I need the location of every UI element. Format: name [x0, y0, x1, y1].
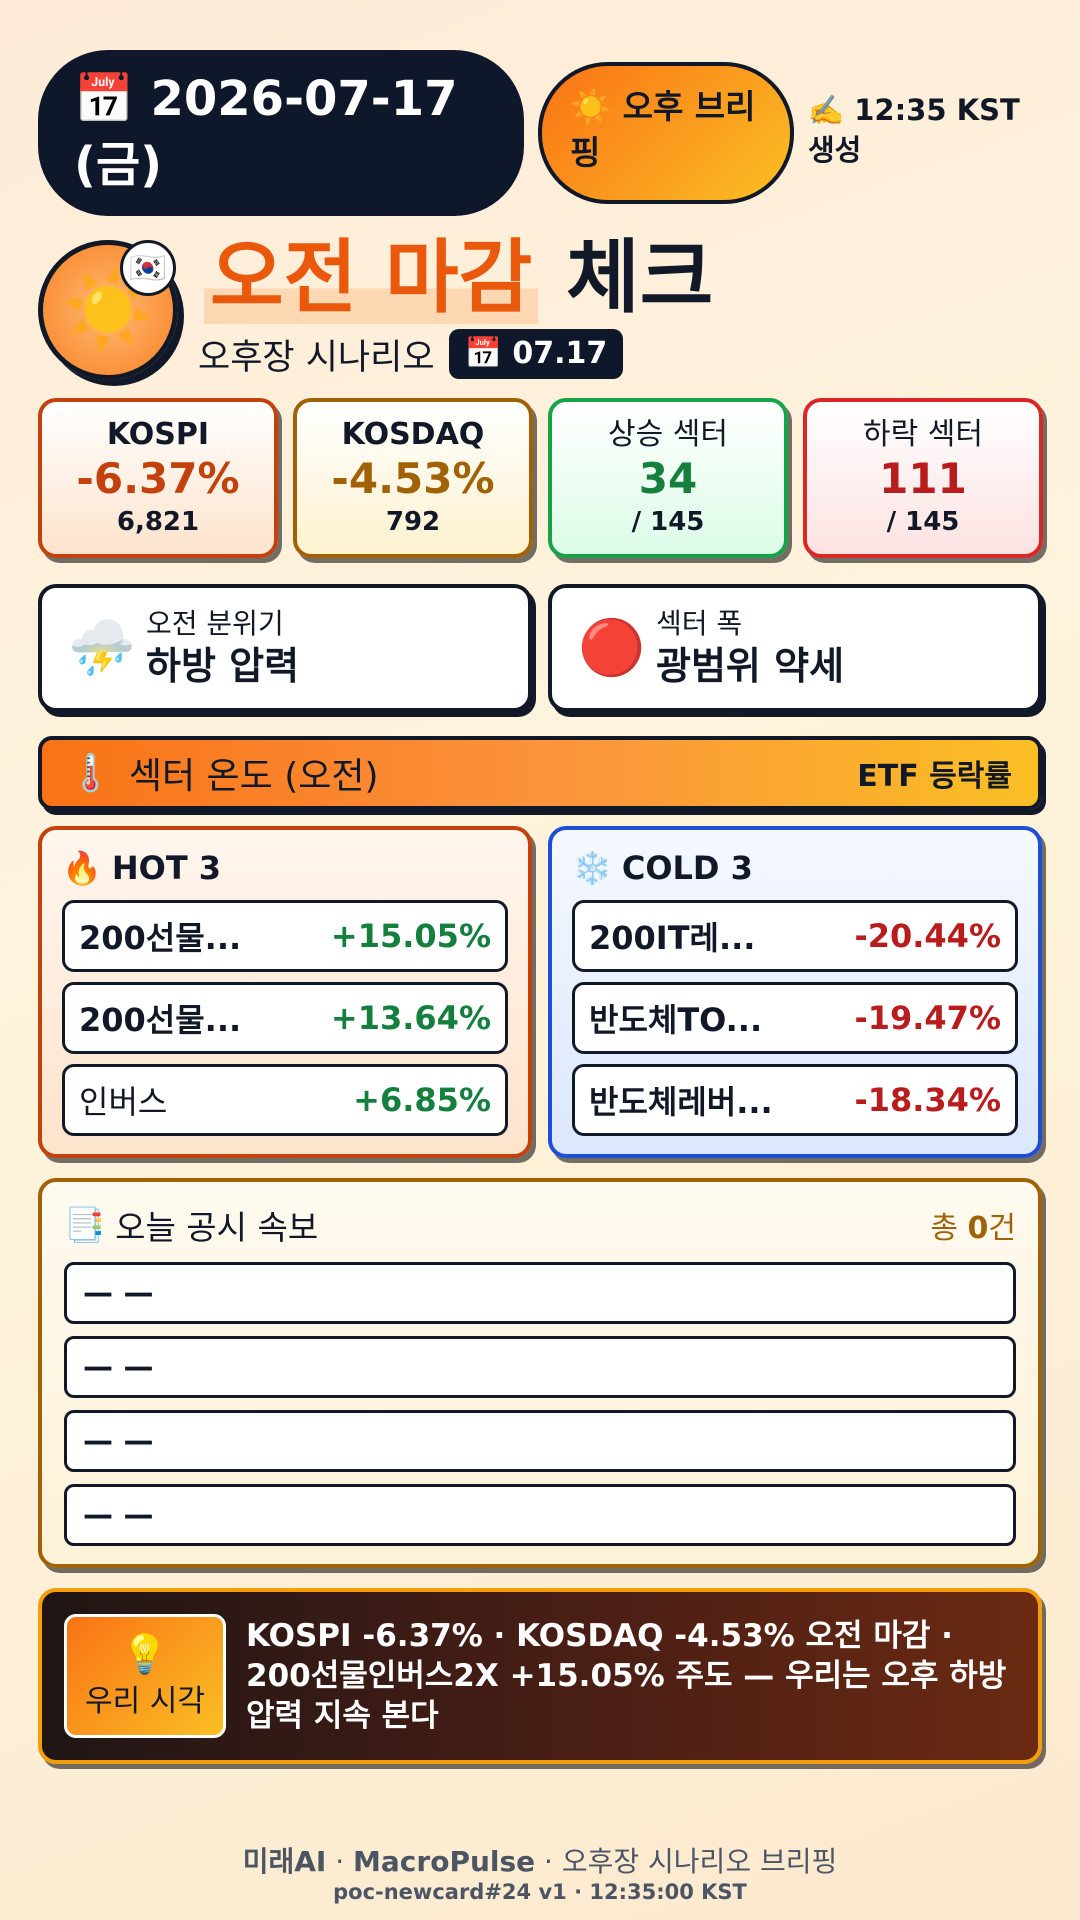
count-value: 0 [967, 1211, 989, 1246]
list-item: — — [64, 1410, 1016, 1472]
list-item: — — [64, 1262, 1016, 1324]
rising-sectors-label: 상승 섹터 [608, 417, 728, 452]
red-circle-icon: 🔴 [578, 616, 646, 679]
thunderstorm-icon: ⛈️ [68, 616, 136, 679]
list-item: 반도체TO... -19.47% [572, 982, 1018, 1054]
generated-time: ✍️ 12:35 KST 생성 [808, 90, 1058, 170]
rising-sectors-count: 34 [638, 454, 698, 503]
morning-mood-card: ⛈️ 오전 분위기 하방 압력 [38, 584, 532, 712]
snowflake-icon: ❄️ [572, 849, 612, 887]
fire-icon: 🔥 [62, 849, 102, 887]
kospi-index: 6,821 [116, 507, 200, 537]
list-item: 200선물... +13.64% [62, 982, 508, 1054]
flag-glyph: 🇰🇷 [129, 250, 167, 286]
date-chip: 📅 07.17 [448, 329, 624, 379]
our-view-badge: 💡 우리 시각 [64, 1614, 226, 1738]
etf-change-label: ETF 등락률 [857, 759, 1012, 794]
footer-brand: 미래AI · MacroPulse · 오후장 시나리오 브리핑 [0, 1840, 1080, 1880]
falling-sectors-card: 하락 섹터 111 / 145 [803, 398, 1043, 558]
our-view-label: 우리 시각 [85, 1684, 205, 1719]
etf-name: 200선물... [79, 1001, 242, 1039]
subtitle-text: 오후장 시나리오 [198, 337, 435, 378]
sector-breadth-card: 🔴 섹터 폭 광범위 약세 [548, 584, 1042, 712]
thermometer-icon: 🌡️ [68, 753, 113, 794]
cold-panel: ❄️ COLD 3 200IT레... -20.44% 반도체TO... -19… [548, 826, 1042, 1158]
sun-icon: ☀️ [570, 87, 612, 126]
cold-title: COLD 3 [621, 849, 753, 887]
korea-flag-icon: 🇰🇷 [120, 240, 176, 296]
count-suffix: 건 [988, 1211, 1016, 1246]
etf-name: 인버스 [79, 1083, 168, 1121]
writing-hand-icon: ✍️ [808, 93, 845, 127]
page-subtitle: 오후장 시나리오 📅 07.17 [198, 328, 624, 380]
etf-change: -18.34% [854, 1081, 1001, 1119]
falling-sectors-label: 하락 섹터 [863, 417, 983, 452]
footer-sep: · [535, 1845, 562, 1878]
rising-sectors-card: 상승 섹터 34 / 145 [548, 398, 788, 558]
sector-breadth-label: 섹터 폭 [656, 607, 743, 640]
etf-change: -20.44% [854, 917, 1001, 955]
rising-sectors-total: / 145 [631, 507, 705, 537]
lightbulb-icon: 💡 [121, 1632, 169, 1676]
etf-name: 반도체레버... [589, 1083, 773, 1121]
date-text: 2026-07-17 [150, 71, 458, 127]
kosdaq-change: -4.53% [331, 454, 495, 503]
kosdaq-card: KOSDAQ -4.53% 792 [293, 398, 533, 558]
morning-mood-value: 하방 압력 [146, 644, 300, 688]
weekday-text: (금) [74, 137, 163, 193]
page-title: 오전 마감 체크 [204, 228, 713, 328]
kospi-change: -6.37% [76, 454, 240, 503]
our-view-panel: 💡 우리 시각 KOSPI -6.37% · KOSDAQ -4.53% 오전 … [38, 1588, 1042, 1764]
list-item: 200IT레... -20.44% [572, 900, 1018, 972]
briefing-label: 오후 브리핑 [570, 87, 756, 172]
calendar-icon: 📅 [464, 336, 502, 371]
morning-mood-label: 오전 분위기 [146, 607, 284, 640]
etf-change: +15.05% [330, 917, 491, 955]
footer-version: poc-newcard#24 v1 · 12:35:00 KST [333, 1880, 747, 1904]
footer-brand-a: 미래AI [242, 1845, 327, 1878]
page-title-accent: 오전 마감 [204, 231, 539, 324]
generated-label: 생성 [808, 133, 862, 167]
afternoon-briefing-pill: ☀️ 오후 브리핑 [538, 62, 794, 204]
list-item: 인버스 +6.85% [62, 1064, 508, 1136]
etf-name: 반도체TO... [589, 1001, 763, 1039]
falling-sectors-total: / 145 [886, 507, 960, 537]
page-title-rest: 체크 [566, 231, 714, 324]
list-item: — — [64, 1484, 1016, 1546]
etf-change: +6.85% [353, 1081, 491, 1119]
hot-panel: 🔥 HOT 3 200선물... +15.05% 200선물... +13.64… [38, 826, 532, 1158]
footer-brand-b: MacroPulse [353, 1845, 536, 1878]
kospi-label: KOSPI [106, 417, 210, 452]
kosdaq-index: 792 [385, 507, 441, 537]
disclosure-title: 오늘 공시 속보 [115, 1208, 319, 1247]
etf-name: 200IT레... [589, 919, 756, 957]
etf-change: +13.64% [330, 999, 491, 1037]
kospi-card: KOSPI -6.37% 6,821 [38, 398, 278, 558]
sector-temperature-bar: 🌡️ 섹터 온도 (오전) ETF 등락률 [38, 736, 1042, 810]
sector-breadth-value: 광범위 약세 [656, 644, 845, 688]
falling-sectors-count: 111 [879, 454, 967, 503]
kosdaq-label: KOSDAQ [341, 417, 485, 452]
footer-brand-c: 오후장 시나리오 브리핑 [561, 1845, 838, 1878]
hot-title: HOT 3 [111, 849, 222, 887]
footer-sep: · [326, 1845, 354, 1878]
date-pill: 📅 2026-07-17 (금) [38, 50, 524, 216]
disclosure-count: 총 0건 [930, 1203, 1016, 1247]
count-prefix: 총 [930, 1211, 968, 1246]
our-view-text: KOSPI -6.37% · KOSDAQ -4.53% 오전 마감 · 200… [246, 1618, 1007, 1734]
sector-temperature-title: 섹터 온도 (오전) [128, 756, 379, 797]
date-chip-value: 07.17 [512, 336, 608, 371]
generated-time-value: 12:35 KST [854, 93, 1020, 127]
list-item: 200선물... +15.05% [62, 900, 508, 972]
disclosure-panel: 📑 오늘 공시 속보 총 0건 — — — — — — — — [38, 1178, 1042, 1568]
etf-name: 200선물... [79, 919, 242, 957]
list-item: 반도체레버... -18.34% [572, 1064, 1018, 1136]
document-icon: 📑 [64, 1205, 106, 1244]
etf-change: -19.47% [854, 999, 1001, 1037]
list-item: — — [64, 1336, 1016, 1398]
calendar-icon: 📅 [74, 71, 134, 127]
